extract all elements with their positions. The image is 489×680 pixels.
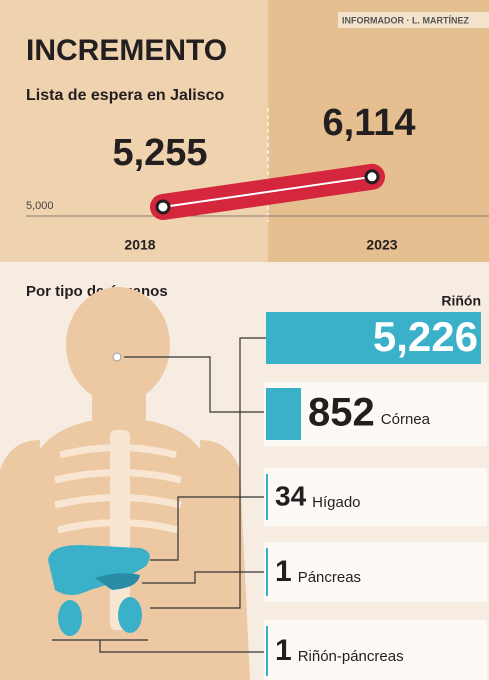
category-label: Riñón xyxy=(441,293,481,309)
value-label: 852 xyxy=(308,391,375,435)
bar xyxy=(266,626,268,676)
bar xyxy=(266,388,301,440)
bar xyxy=(266,548,268,596)
point xyxy=(157,201,169,213)
value-label: 1 xyxy=(275,634,292,667)
value-label: 1 xyxy=(275,555,292,588)
y-tick-label: 5,000 xyxy=(26,200,54,212)
infographic: INFORMADOR · L. MARTÍNEZ INCREMENTO List… xyxy=(0,0,489,680)
value-label: 5,226 xyxy=(373,313,478,360)
x-tick-label: 2023 xyxy=(366,237,397,253)
value-label: 6,114 xyxy=(323,102,416,144)
bar xyxy=(266,474,268,520)
category-label: Riñón-páncreas xyxy=(298,648,404,665)
value-label: 5,255 xyxy=(112,132,207,174)
chart-title: INCREMENTO xyxy=(26,34,227,67)
category-label: Hígado xyxy=(312,494,360,511)
x-tick-label: 2018 xyxy=(124,237,155,253)
value-label: 34 xyxy=(275,480,307,511)
category-label: Páncreas xyxy=(298,569,361,586)
category-label: Córnea xyxy=(381,411,431,428)
point xyxy=(366,171,378,183)
credit: INFORMADOR · L. MARTÍNEZ xyxy=(342,15,469,25)
chart-subtitle: Lista de espera en Jalisco xyxy=(26,87,225,104)
